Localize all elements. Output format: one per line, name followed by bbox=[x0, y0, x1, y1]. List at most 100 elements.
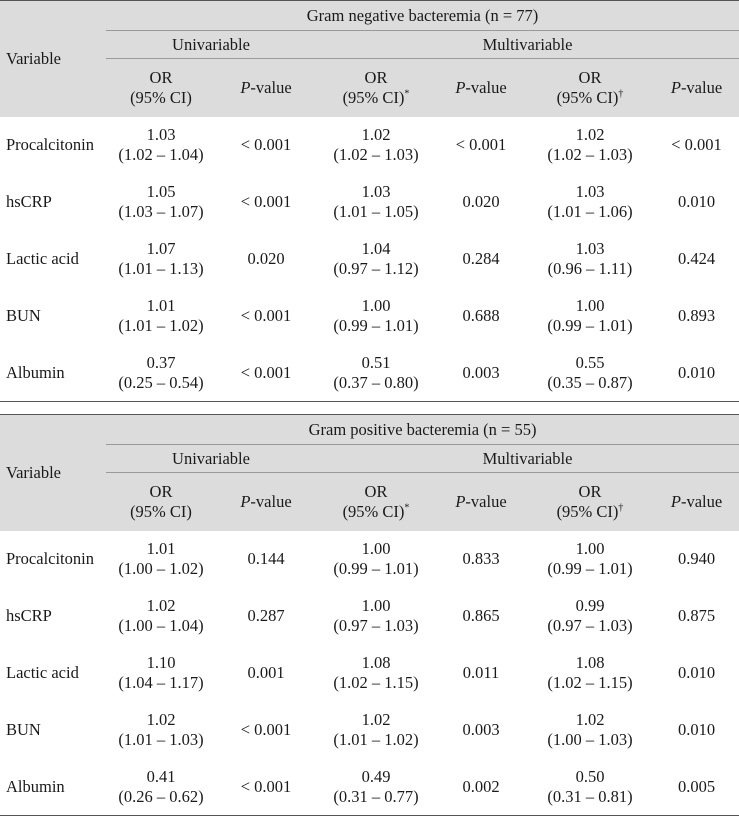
odds-ratio-cell: 1.05 (1.03 – 1.07) bbox=[118, 182, 204, 221]
variable-header: Variable bbox=[6, 48, 61, 68]
odds-ratio-cell: 0.51 (0.37 – 0.80) bbox=[333, 352, 419, 392]
p-value-cell: 0.893 bbox=[677, 306, 716, 325]
p-value-cell: 0.284 bbox=[462, 249, 500, 268]
p-value-cell: 0.940 bbox=[677, 549, 716, 568]
p-value-cell: < 0.001 bbox=[240, 135, 292, 154]
odds-ratio-cell: 1.02 (1.02 – 1.03) bbox=[333, 125, 419, 164]
p-value-cell: < 0.001 bbox=[671, 135, 722, 154]
p-value-header: P-value bbox=[240, 77, 292, 97]
or-ci-header: OR (95% CI) bbox=[130, 481, 192, 521]
odds-ratio-cell: 1.00 (0.99 – 1.01) bbox=[547, 539, 633, 578]
odds-ratio-cell: 1.03 (1.01 – 1.06) bbox=[547, 182, 633, 221]
variable-header: Variable bbox=[6, 462, 61, 482]
variable-name: Procalcitonin bbox=[6, 135, 94, 154]
p-value-cell: 0.003 bbox=[462, 720, 500, 739]
odds-ratio-cell: 0.99 (0.97 – 1.03) bbox=[547, 596, 633, 635]
or-ci-header: OR (95% CI) bbox=[130, 67, 192, 107]
p-value-cell: 0.005 bbox=[677, 776, 716, 796]
p-value-cell: < 0.001 bbox=[240, 362, 292, 382]
variable-name: Lactic acid bbox=[6, 249, 79, 268]
variable-name: Albumin bbox=[6, 362, 65, 382]
table-row: Procalcitonin 1.01 (1.00 – 1.02) 0.144 1.… bbox=[0, 531, 739, 588]
or-ci-header-adjusted-2: OR (95% CI)† bbox=[556, 67, 624, 107]
p-value-cell: 0.010 bbox=[677, 362, 716, 382]
odds-ratio-cell: 0.49 (0.31 – 0.77) bbox=[333, 766, 419, 806]
table-row: hsCRP 1.02 (1.00 – 1.04) 0.287 1.00 (0.97 … bbox=[0, 588, 739, 645]
odds-ratio-cell: 1.03 (0.96 – 1.11) bbox=[547, 239, 633, 278]
odds-ratio-cell: 1.00 (0.99 – 1.01) bbox=[333, 296, 419, 335]
p-value-header: P-value bbox=[455, 77, 507, 97]
odds-ratio-cell: 1.10 (1.04 – 1.17) bbox=[118, 653, 204, 692]
odds-ratio-cell: 1.08 (1.02 – 1.15) bbox=[333, 653, 419, 692]
group-title: Gram negative bacteremia (n = 77) bbox=[106, 0, 739, 31]
or-ci-header-adjusted-1: OR (95% CI)* bbox=[342, 67, 410, 107]
p-value-cell: 0.010 bbox=[677, 720, 716, 739]
group-title: Gram positive bacteremia (n = 55) bbox=[106, 414, 739, 445]
odds-ratio-cell: 1.01 (1.01 – 1.02) bbox=[118, 296, 204, 335]
variable-name: BUN bbox=[6, 306, 41, 325]
p-value-cell: 0.020 bbox=[462, 192, 500, 211]
table-row: Procalcitonin 1.03 (1.02 – 1.04) < 0.001 … bbox=[0, 117, 739, 174]
gram-negative-table: Variable Gram negative bacteremia (n = 7… bbox=[0, 0, 739, 402]
odds-ratio-cell: 1.02 (1.02 – 1.03) bbox=[547, 125, 633, 164]
p-value-cell: 0.001 bbox=[247, 663, 285, 682]
p-value-cell: 0.424 bbox=[677, 249, 716, 268]
p-value-cell: 0.010 bbox=[677, 663, 716, 682]
univariable-header: Univariable bbox=[106, 444, 316, 473]
or-ci-header-adjusted-2: OR (95% CI)† bbox=[556, 481, 624, 521]
table-row: hsCRP 1.05 (1.03 – 1.07) < 0.001 1.03 (1.0… bbox=[0, 174, 739, 231]
p-value-cell: < 0.001 bbox=[240, 192, 292, 211]
p-value-cell: 0.020 bbox=[247, 249, 285, 268]
p-value-cell: 0.865 bbox=[462, 606, 500, 625]
table-row: BUN 1.01 (1.01 – 1.02) < 0.001 1.00 (0.99 … bbox=[0, 288, 739, 345]
p-value-cell: 0.010 bbox=[677, 192, 716, 211]
odds-ratio-cell: 1.03 (1.01 – 1.05) bbox=[333, 182, 419, 221]
p-value-cell: < 0.001 bbox=[240, 720, 292, 739]
odds-ratio-cell: 1.02 (1.01 – 1.02) bbox=[333, 710, 419, 749]
p-value-cell: 0.688 bbox=[462, 306, 500, 325]
odds-ratio-cell: 0.50 (0.31 – 0.81) bbox=[547, 766, 633, 806]
p-value-header: P-value bbox=[240, 491, 292, 511]
odds-ratio-cell: 0.37 (0.25 – 0.54) bbox=[118, 352, 204, 392]
p-value-cell: 0.003 bbox=[462, 362, 500, 382]
odds-ratio-cell: 1.02 (1.00 – 1.04) bbox=[118, 596, 204, 635]
or-ci-header-adjusted-1: OR (95% CI)* bbox=[342, 481, 410, 521]
variable-name: BUN bbox=[6, 720, 41, 739]
p-value-cell: 0.011 bbox=[462, 663, 500, 682]
p-value-header: P-value bbox=[670, 77, 723, 97]
table-row: Lactic acid 1.07 (1.01 – 1.13) 0.020 1.04… bbox=[0, 231, 739, 288]
univariable-header: Univariable bbox=[106, 30, 316, 59]
odds-ratio-cell: 1.04 (0.97 – 1.12) bbox=[333, 239, 419, 278]
odds-ratio-cell: 1.08 (1.02 – 1.15) bbox=[547, 653, 633, 692]
table-row: Albumin 0.41 (0.26 – 0.62) < 0.001 0.49 (0… bbox=[0, 759, 739, 816]
odds-ratio-cell: 1.03 (1.02 – 1.04) bbox=[118, 125, 204, 164]
odds-ratio-cell: 1.02 (1.00 – 1.03) bbox=[547, 710, 633, 749]
odds-ratio-cell: 1.07 (1.01 – 1.13) bbox=[118, 239, 204, 278]
odds-ratio-cell: 1.00 (0.99 – 1.01) bbox=[333, 539, 419, 578]
p-value-cell: < 0.001 bbox=[240, 306, 292, 325]
multivariable-header: Multivariable bbox=[316, 444, 739, 473]
variable-name: Procalcitonin bbox=[6, 549, 94, 568]
p-value-cell: 0.833 bbox=[462, 549, 500, 568]
variable-name: hsCRP bbox=[6, 192, 52, 211]
odds-ratio-cell: 1.01 (1.00 – 1.02) bbox=[118, 539, 204, 578]
table-row: Albumin 0.37 (0.25 – 0.54) < 0.001 0.51 (0… bbox=[0, 345, 739, 402]
p-value-cell: 0.002 bbox=[462, 776, 500, 796]
p-value-header: P-value bbox=[670, 491, 723, 511]
table-row: BUN 1.02 (1.01 – 1.03) < 0.001 1.02 (1.01 … bbox=[0, 702, 739, 759]
p-value-cell: 0.144 bbox=[247, 549, 285, 568]
variable-name: Lactic acid bbox=[6, 663, 79, 682]
odds-ratio-cell: 1.02 (1.01 – 1.03) bbox=[118, 710, 204, 749]
gram-positive-table: Variable Gram positive bacteremia (n = 5… bbox=[0, 414, 739, 816]
variable-name: Albumin bbox=[6, 776, 65, 796]
odds-ratio-cell: 1.00 (0.97 – 1.03) bbox=[333, 596, 419, 635]
odds-ratio-cell: 1.00 (0.99 – 1.01) bbox=[547, 296, 633, 335]
p-value-cell: < 0.001 bbox=[455, 135, 507, 154]
p-value-header: P-value bbox=[455, 491, 507, 511]
p-value-cell: < 0.001 bbox=[240, 776, 292, 796]
table-row: Lactic acid 1.10 (1.04 – 1.17) 0.001 1.08… bbox=[0, 645, 739, 702]
p-value-cell: 0.875 bbox=[677, 606, 716, 625]
odds-ratio-cell: 0.55 (0.35 – 0.87) bbox=[547, 352, 633, 392]
variable-name: hsCRP bbox=[6, 606, 52, 625]
odds-ratio-cell: 0.41 (0.26 – 0.62) bbox=[118, 766, 204, 806]
